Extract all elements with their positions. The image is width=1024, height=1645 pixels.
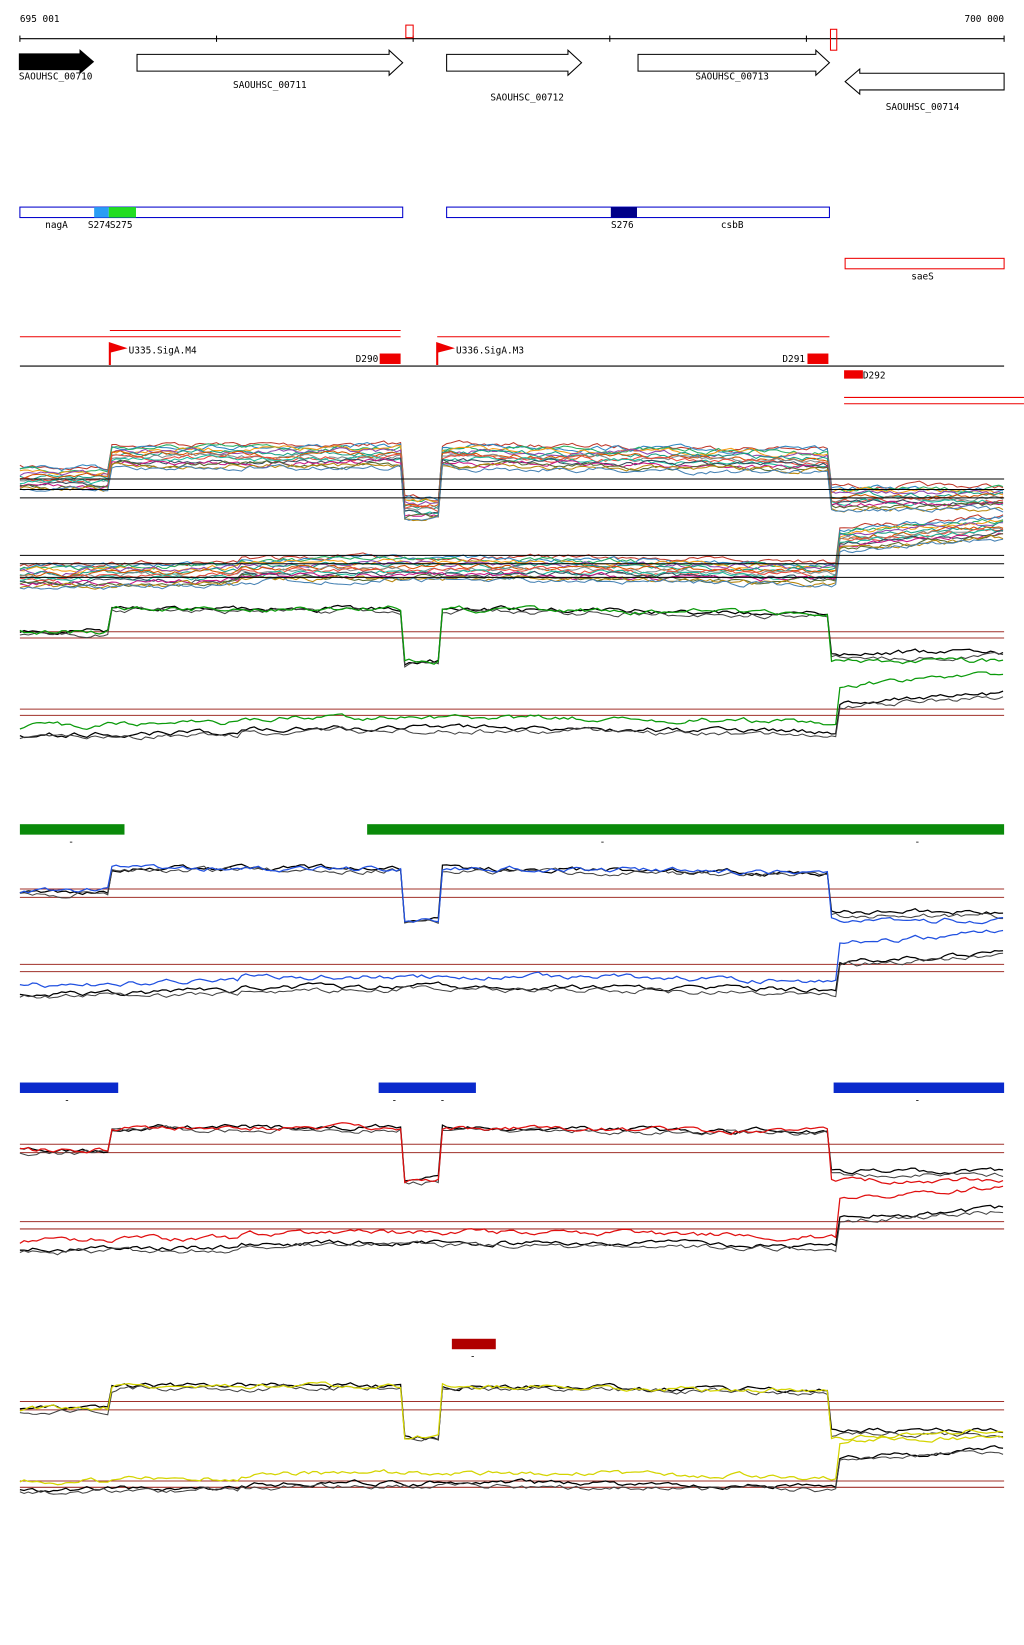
profile-line [19,458,1004,518]
gene-label: SAOUHSC_00711 [233,80,307,91]
profile-line [19,864,1004,925]
gene-arrow [637,49,831,77]
gene-arrow [844,67,1005,96]
bar-label: - [470,1352,476,1363]
gene-label: SAOUHSC_00712 [490,92,564,103]
track-bar [833,1082,1005,1093]
profile-line [19,604,1004,666]
profile-line [19,695,1004,741]
profile-line [19,865,1004,924]
profile-line [19,1125,1004,1186]
profile-line [19,1204,1004,1253]
profile-line [19,1210,1004,1256]
region-block [94,207,109,218]
profile-line [19,1122,1004,1185]
feature-label: D292 [863,371,886,382]
feature-label: U335.SigA.M4 [129,346,197,357]
gene-label: SAOUHSC_00713 [695,71,769,82]
ruler-start: 695 001 [20,14,60,25]
region-block [610,207,637,218]
bar-label: - [600,837,606,848]
profile-line [19,463,1004,521]
bar-label: - [391,1095,397,1106]
profile-line [19,605,1004,665]
feature-label: D290 [356,354,379,365]
feature-label: D291 [782,354,805,365]
track-bar [19,824,125,835]
gene-label: SAOUHSC_00714 [886,102,960,113]
flag [108,342,128,366]
track-bar [451,1338,496,1350]
bar-label: - [914,837,920,848]
feature-block [844,370,863,379]
annotation-tracks: 695 001 700 000 SAOUHSC_00710 SAOUHSC_00… [18,14,1024,1363]
gene-arrow [446,49,583,77]
profile-line [19,1185,1004,1244]
profile-line [19,538,1004,590]
flag [436,342,455,366]
profile-line [19,459,1004,520]
profile-line [19,1381,1004,1443]
region-label: csbB [721,220,744,231]
marker [405,24,414,39]
profile-line [19,606,1004,668]
region [446,206,830,219]
profile-line [19,445,1004,503]
track-bar [378,1082,476,1093]
profile-line [19,863,1004,924]
profile-line [19,1383,1004,1442]
bar-label: - [440,1095,446,1106]
expression-profiles [19,439,1005,1495]
bar-label: - [64,1095,70,1106]
gene-label: SAOUHSC_00710 [19,71,93,82]
profile-line [19,439,1004,502]
feature-block [379,353,401,364]
region [19,206,404,219]
region-label: nagA [45,220,68,231]
track-bar [19,1082,119,1093]
profile-line [19,452,1004,511]
feature-block [807,353,829,364]
bar-label: - [68,837,74,848]
profile-line [19,1450,1004,1495]
profile-line [19,929,1004,989]
region-label: S276 [611,220,634,231]
profile-line [19,1382,1004,1441]
marker [829,28,838,51]
profile-line [19,952,1004,999]
region [844,257,1005,270]
region-label: S274 [88,220,111,231]
ruler-end: 700 000 [964,14,1004,25]
bar-label: - [914,1095,920,1106]
gene-arrow [18,49,95,75]
feature-lines [19,329,1024,405]
gene-arrow [136,49,404,77]
profile-line [19,1445,1004,1493]
profile-line [19,671,1004,730]
track-bar [367,824,1005,835]
region-label: saeS [911,271,934,282]
region-label: S275 [110,220,133,231]
region-block [108,207,136,218]
feature-label: U336.SigA.M3 [456,346,524,357]
profile-line [19,1429,1004,1486]
